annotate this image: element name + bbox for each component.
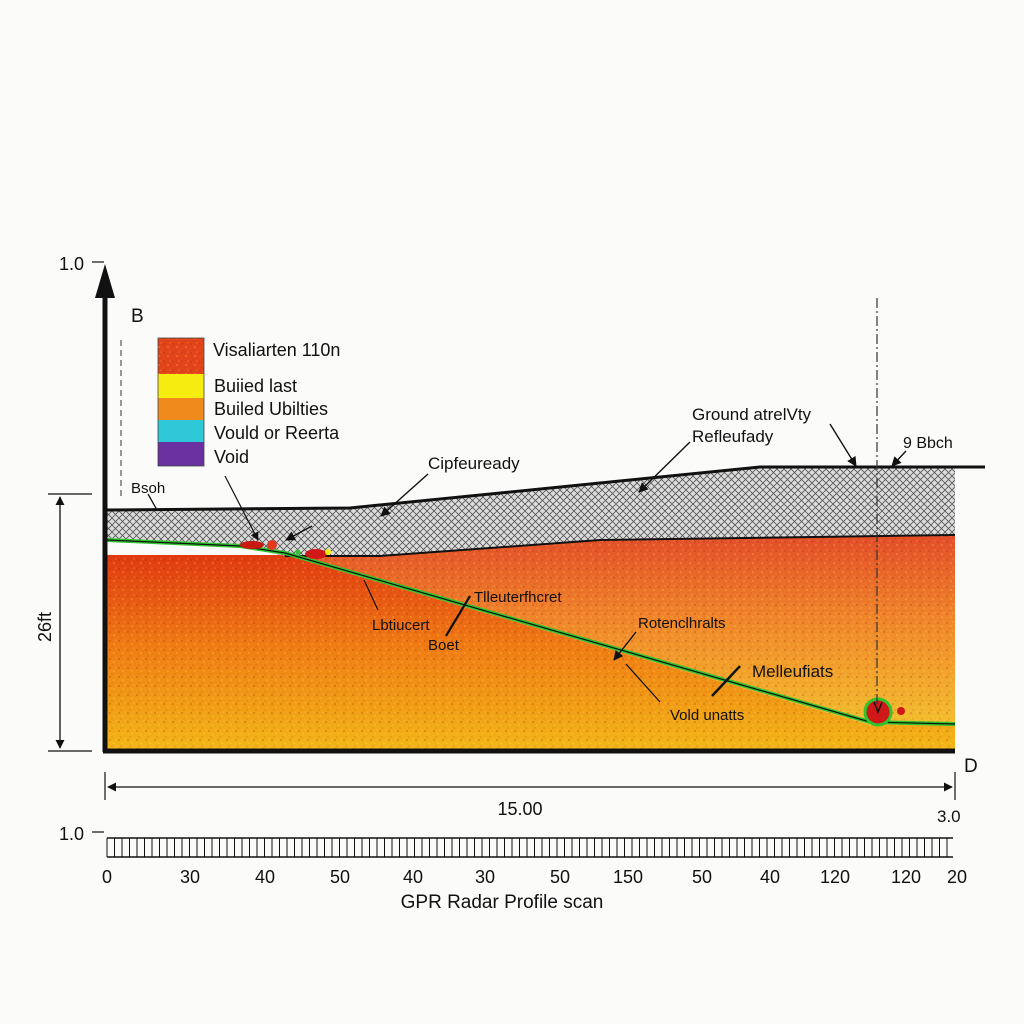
label-ground: Ground atrelVty [692, 405, 812, 424]
leader-pipe [285, 525, 313, 541]
scale-bar-label-5: 30 [475, 867, 495, 887]
buried-utility-small [240, 541, 264, 549]
buried-utility-pipe [305, 549, 327, 559]
label-local-bottom: Boet [428, 637, 460, 654]
depth-dimension-label: 26ft [35, 612, 55, 642]
legend-label-2: Builed Ubilties [214, 399, 328, 419]
soil-speckle [107, 555, 955, 752]
scale-bar-label-4: 40 [403, 867, 423, 887]
scale-bar-label-10: 120 [820, 867, 850, 887]
legend-swatch-2 [158, 398, 204, 420]
scale-bar-labels: 0 30 40 50 40 30 50 150 50 40 120 120 20 [102, 867, 967, 887]
legend-swatch-4 [158, 442, 204, 466]
vertical-axis-arrowhead [95, 264, 115, 298]
label-right-depth: 9 Bbch [903, 435, 953, 452]
ground-surface-line [106, 465, 985, 512]
scale-left-label: 1.0 [59, 824, 84, 844]
figure-caption: GPR Radar Profile scan [401, 892, 604, 913]
label-mellow: Melleufiats [752, 662, 833, 681]
label-reflector: Rotenclhralts [638, 615, 726, 632]
leader-interface [445, 595, 471, 637]
buried-utility-dot-b [295, 549, 301, 555]
leader-void [625, 663, 661, 703]
soil-upper-speckle [107, 535, 955, 725]
scale-bar-label-8: 50 [692, 867, 712, 887]
label-void: Vold unatts [670, 707, 744, 724]
void-anomaly-marker [873, 701, 883, 715]
scale-bar-label-2: 40 [255, 867, 275, 887]
leader-mellow [711, 665, 741, 697]
point-label-b: B [131, 306, 144, 327]
leader-local [363, 579, 379, 611]
leader-overburden [380, 473, 429, 517]
gravel-base-line [285, 534, 956, 557]
scale-bar-ticks [106, 838, 948, 857]
scale-bar-label-7: 150 [613, 867, 643, 887]
leader-right-depth [891, 450, 907, 467]
leader-reflector [613, 631, 637, 661]
legend: Visaliarten 110n Buiied last Builed Ubil… [157, 337, 340, 467]
legend-swatch-1 [158, 374, 204, 398]
scale-bar-label-3: 50 [330, 867, 350, 887]
buried-utility-small-b [267, 540, 277, 550]
distance-dimension-label: 15.00 [497, 799, 542, 819]
gravel-layer [107, 467, 955, 556]
reflector-core-line [106, 539, 956, 725]
leader-reflectivity [638, 441, 691, 493]
leader-left-depth [147, 493, 158, 511]
distance-end-label: D [964, 756, 978, 777]
leader-legend-object [224, 475, 259, 541]
legend-label-4: Void [214, 447, 249, 467]
distance-right-value: 3.0 [937, 807, 961, 826]
scale-bar-label-11: 120 [891, 867, 921, 887]
label-reflectivity: Refleufady [692, 427, 774, 446]
top-tick-label: 1.0 [59, 254, 84, 274]
scale-bar: 0 30 40 50 40 30 50 150 50 40 120 120 20 [102, 837, 967, 887]
legend-label-0: Visaliarten 110n [213, 340, 340, 360]
label-local-top: Lbtiucert [372, 617, 430, 634]
scale-bar-label-9: 40 [760, 867, 780, 887]
label-overburden: Cipfeuready [428, 454, 520, 473]
leader-ground [829, 423, 857, 467]
legend-label-1: Buiied last [214, 376, 297, 396]
label-left-depth: Bsoh [131, 480, 165, 497]
void-anomaly-satellite [897, 707, 905, 715]
legend-label-3: Vould or Reerta [214, 423, 340, 443]
scale-bar-label-0: 0 [102, 867, 112, 887]
buried-utility-dot [325, 549, 331, 555]
legend-swatch-3 [158, 420, 204, 442]
label-interface: Tlleuterfhcret [474, 589, 562, 606]
scale-bar-label-1: 30 [180, 867, 200, 887]
scale-bar-label-12: 20 [947, 867, 967, 887]
scale-bar-label-6: 50 [550, 867, 570, 887]
